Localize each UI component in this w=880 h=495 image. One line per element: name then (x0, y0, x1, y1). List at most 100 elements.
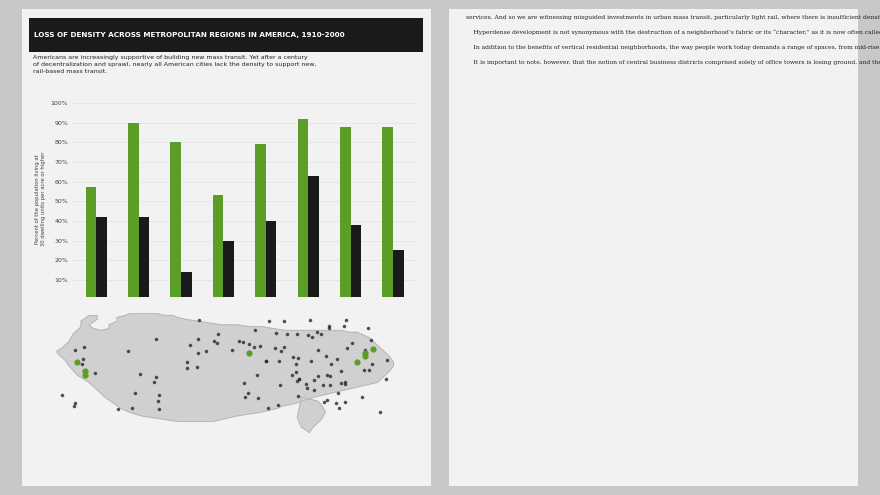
Point (231, 338, 246, 346)
Text: 1910: 1910 (72, 443, 90, 448)
Point (68, 402, 82, 410)
Point (338, 380, 352, 388)
Point (78, 371, 92, 379)
Point (285, 371, 299, 379)
Point (312, 346, 326, 354)
Point (355, 393, 369, 401)
Point (344, 339, 358, 347)
Point (150, 397, 165, 405)
Point (68, 398, 82, 406)
Bar (171, 142, 181, 299)
Point (299, 384, 313, 392)
Point (365, 360, 379, 368)
Point (247, 326, 261, 334)
Point (303, 316, 317, 324)
Point (329, 399, 343, 407)
Point (272, 357, 286, 365)
Point (241, 389, 255, 397)
Point (324, 360, 338, 368)
Bar (181, 272, 192, 299)
Bar (42, 453, 65, 463)
Bar (224, 241, 234, 299)
Point (191, 349, 205, 357)
Point (55, 391, 70, 399)
Point (314, 330, 328, 338)
Point (331, 389, 345, 397)
Point (253, 343, 268, 350)
Point (316, 381, 330, 389)
Point (290, 377, 304, 385)
Point (180, 358, 194, 366)
Point (149, 335, 163, 343)
Point (246, 344, 260, 351)
Polygon shape (57, 314, 393, 421)
Point (304, 357, 318, 365)
Point (338, 378, 352, 386)
Point (75, 360, 89, 368)
Point (310, 328, 324, 336)
Point (337, 322, 351, 330)
Text: 2000: 2000 (72, 455, 90, 461)
Point (290, 330, 304, 338)
Point (274, 346, 288, 354)
Point (262, 317, 276, 325)
Point (269, 329, 283, 337)
Point (250, 371, 264, 379)
Point (322, 324, 336, 332)
Bar (255, 144, 266, 299)
Bar (266, 221, 276, 299)
Point (147, 378, 161, 386)
Point (373, 408, 387, 416)
Point (238, 393, 252, 400)
Point (358, 348, 372, 356)
Point (363, 366, 377, 374)
Bar (96, 217, 107, 299)
Point (322, 322, 336, 330)
Point (320, 396, 334, 404)
Point (241, 340, 255, 348)
Point (307, 376, 321, 384)
Point (358, 346, 372, 354)
Point (252, 394, 266, 402)
Bar (382, 127, 393, 299)
Point (311, 372, 325, 380)
Point (380, 356, 394, 364)
Point (261, 403, 275, 411)
Point (191, 335, 205, 343)
Point (291, 375, 305, 383)
Polygon shape (297, 397, 326, 433)
Point (237, 379, 251, 387)
Point (358, 352, 372, 360)
Point (190, 363, 204, 371)
Point (338, 398, 352, 406)
Bar (139, 217, 150, 299)
Point (210, 339, 224, 347)
Point (69, 346, 83, 354)
Point (149, 373, 163, 381)
Point (268, 344, 282, 352)
Bar (42, 441, 65, 450)
Point (301, 331, 315, 339)
Bar (213, 196, 224, 299)
Point (259, 357, 273, 365)
Point (323, 372, 337, 380)
Bar (128, 123, 139, 299)
Point (224, 346, 238, 354)
Point (364, 336, 378, 344)
Point (207, 337, 221, 345)
Point (291, 392, 305, 400)
Point (341, 344, 355, 352)
Point (361, 324, 375, 332)
Bar (393, 250, 404, 299)
Y-axis label: Percent of the population living at
30 dwelling units per acre or higher: Percent of the population living at 30 d… (35, 152, 47, 247)
Point (292, 375, 306, 383)
Point (289, 360, 303, 368)
Point (280, 330, 294, 338)
Bar (340, 127, 350, 299)
Point (180, 364, 194, 372)
Point (286, 353, 300, 361)
Point (242, 348, 256, 356)
Bar (85, 188, 96, 299)
Point (77, 343, 92, 351)
Bar (308, 176, 319, 299)
